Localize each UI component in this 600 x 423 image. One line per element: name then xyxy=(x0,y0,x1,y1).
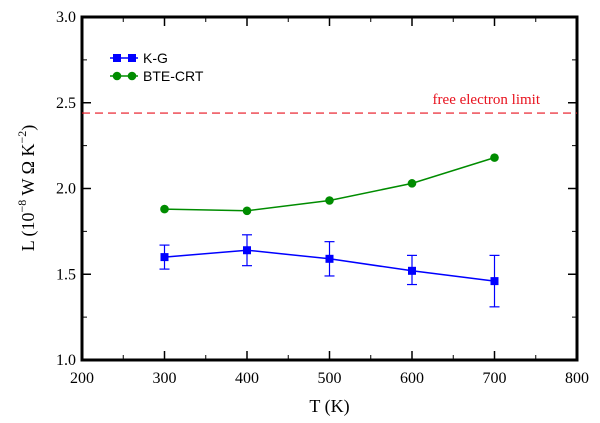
y-axis-title-exp2: −2 xyxy=(15,131,29,144)
y-axis-title: L (10−8 W Ω K−2) xyxy=(15,125,39,252)
legend-marker xyxy=(128,54,136,62)
data-point xyxy=(490,153,499,162)
x-tick-label: 300 xyxy=(153,370,177,387)
legend-marker xyxy=(112,71,122,81)
x-tick-label: 400 xyxy=(235,370,259,387)
ticks: 200 300 400 500 600 700 800 1.0 1.5 2.0 2.5 3.0 xyxy=(56,9,589,387)
y-tick-label: 3.0 xyxy=(56,9,76,26)
x-tick-label: 500 xyxy=(318,370,342,387)
legend-marker xyxy=(127,71,137,81)
data-point xyxy=(243,246,251,255)
data-point xyxy=(242,206,252,216)
x-tick-label: 200 xyxy=(70,370,94,387)
legend-marker xyxy=(113,54,121,62)
legend-label: BTE-CRT xyxy=(143,68,204,84)
y-tick-label: 2.5 xyxy=(56,95,76,112)
y-tick-label: 1.5 xyxy=(56,266,76,283)
data-point xyxy=(160,253,169,262)
reference-line-group: free electron limit xyxy=(82,92,577,114)
data-point xyxy=(325,254,334,263)
x-tick-label: 600 xyxy=(400,370,424,387)
y-axis-title-middle: W Ω K xyxy=(18,143,38,199)
x-tick-label: 800 xyxy=(565,370,589,387)
legend-label: K-G xyxy=(143,50,168,66)
y-tick-label: 2.0 xyxy=(56,181,76,198)
x-tick-label: 700 xyxy=(483,370,507,387)
data-point xyxy=(407,179,417,188)
y-axis-title-exp1: −8 xyxy=(15,200,29,213)
legend: K-G BTE-CRT xyxy=(110,50,204,84)
reference-line-label: free electron limit xyxy=(433,92,541,108)
data-point xyxy=(408,266,416,275)
y-tick-label: 1.0 xyxy=(56,352,76,369)
y-axis-title-suffix: ) xyxy=(18,125,39,131)
data-point xyxy=(490,277,499,286)
series-group xyxy=(159,153,500,308)
data-point xyxy=(325,196,334,205)
data-point xyxy=(160,204,169,214)
y-axis-title-prefix: L (10 xyxy=(18,212,39,251)
x-axis-title: T (K) xyxy=(309,396,349,417)
